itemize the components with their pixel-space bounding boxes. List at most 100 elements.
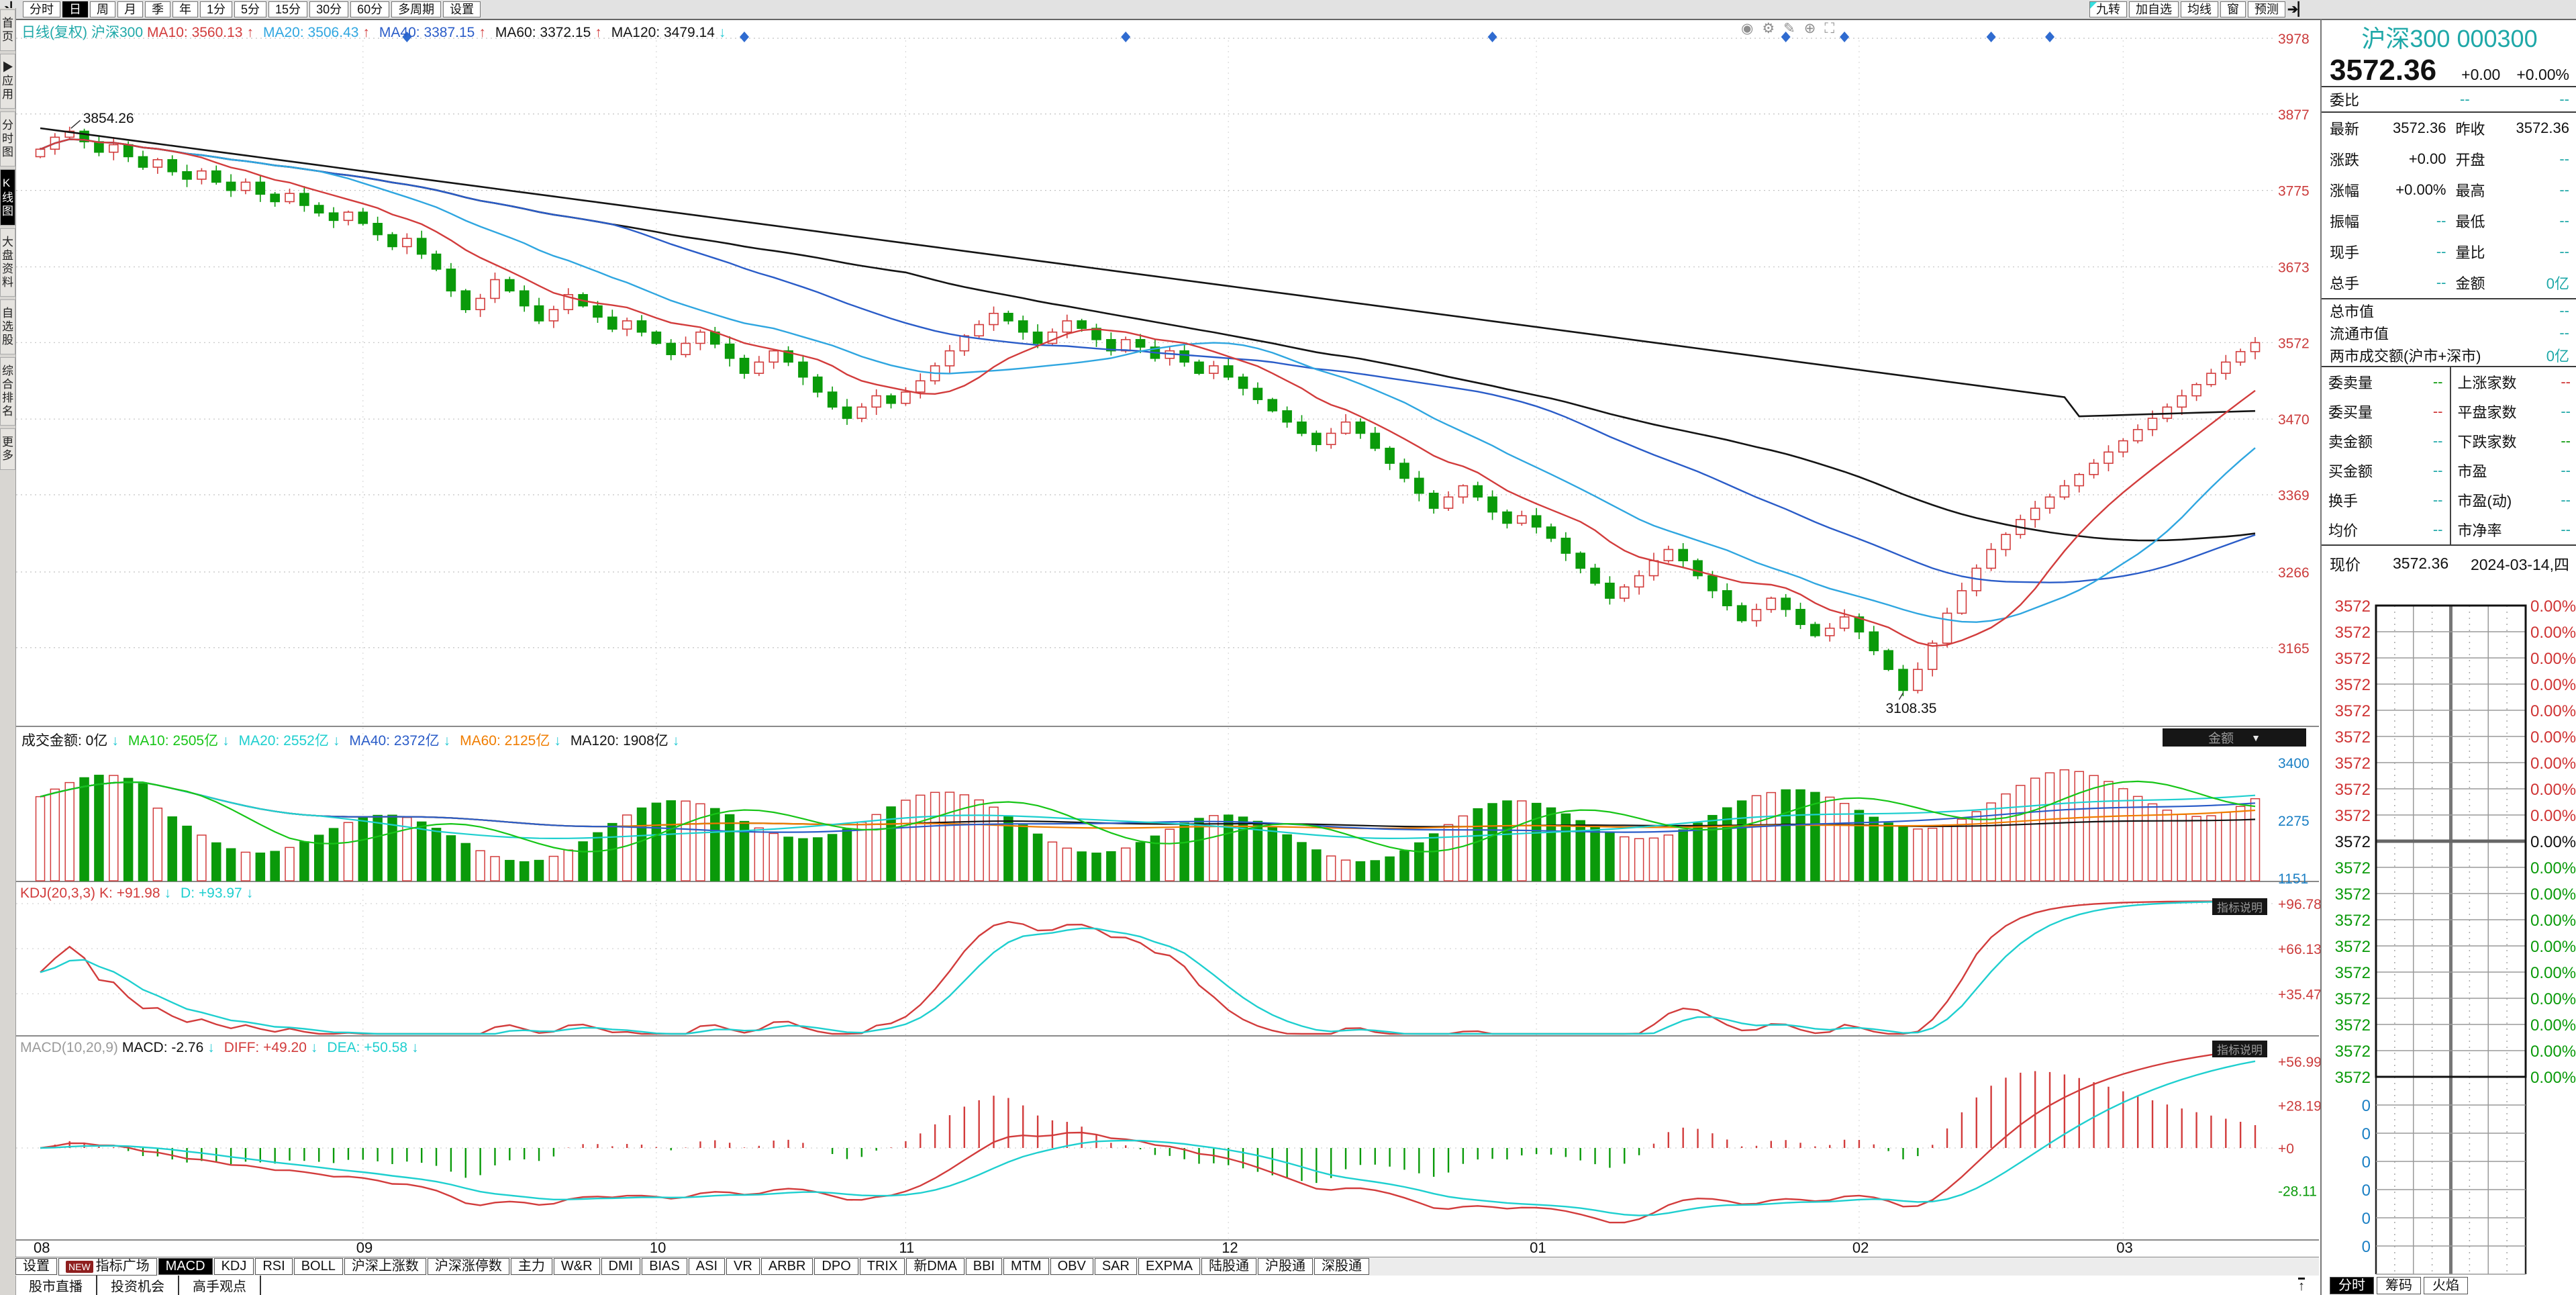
- period-button-日[interactable]: 日: [62, 1, 88, 17]
- indicator-tab-MTM[interactable]: MTM: [1003, 1258, 1049, 1275]
- quote-row: 最新 3572.36 昨收 3572.36: [2322, 113, 2576, 144]
- indicator-tab-VR[interactable]: VR: [726, 1258, 760, 1275]
- quote-row: 振幅 -- 最低 --: [2322, 205, 2576, 236]
- indicator-settings-button[interactable]: 设置: [15, 1258, 57, 1275]
- period-button-季[interactable]: 季: [145, 1, 170, 17]
- svg-text:3978: 3978: [2278, 32, 2310, 47]
- indicator-tab-KDJ[interactable]: KDJ: [213, 1258, 254, 1275]
- toolbar-button-九转[interactable]: 九转: [2089, 1, 2127, 17]
- svg-text:0.00%: 0.00%: [2530, 964, 2576, 982]
- indicator-tab-W&R[interactable]: W&R: [553, 1258, 600, 1275]
- period-button-group: 分时日周月季年 1分 5分 15分 30分 60分 多周期 设置: [23, 1, 481, 17]
- volume-indicator-dropdown[interactable]: 金额 ▼: [2163, 728, 2306, 747]
- svg-text:3572: 3572: [2335, 964, 2371, 982]
- svg-text:0: 0: [2362, 1182, 2371, 1200]
- current-price-value: 3572.36: [2393, 554, 2449, 572]
- quote-value: --: [2561, 462, 2571, 479]
- toolbar-button-窗[interactable]: 窗: [2220, 1, 2246, 17]
- panel-tab-筹码[interactable]: 筹码: [2377, 1277, 2421, 1294]
- period-button-15分[interactable]: 15分: [268, 1, 308, 17]
- sidebar-item-应用[interactable]: ▶应用: [0, 54, 15, 109]
- sidebar-item-综合排名[interactable]: 综合排名: [0, 357, 15, 426]
- fullscreen-icon[interactable]: ⛶: [1824, 21, 1835, 36]
- divider: [2322, 298, 2576, 299]
- indicator-tab-深股通[interactable]: 深股通: [1314, 1258, 1369, 1275]
- trend-arrow-icon: ↑: [595, 25, 602, 40]
- collapse-right-icon[interactable]: ➔▏: [2287, 2, 2308, 17]
- indicator-tab-TRIX[interactable]: TRIX: [859, 1258, 905, 1275]
- period-button-30分[interactable]: 30分: [309, 1, 349, 17]
- indicator-tab-SAR[interactable]: SAR: [1094, 1258, 1137, 1275]
- indicator-tab-DMI[interactable]: DMI: [601, 1258, 641, 1275]
- pair-cell: 市盈(动) --: [2449, 485, 2576, 515]
- current-price-label: 现价: [2330, 556, 2361, 573]
- macd-info-badge[interactable]: 指标说明: [2212, 1041, 2267, 1057]
- sidebar-item-K线图[interactable]: K线图: [0, 169, 15, 226]
- sidebar-item-大盘资料[interactable]: 大盘资料: [0, 228, 15, 297]
- panel-tab-火焰[interactable]: 火焰: [2424, 1277, 2468, 1294]
- kline-ma-label: MA60: 3372.15: [495, 25, 591, 40]
- quote-wide-row: 两市成交额(沪市+深市) 0亿: [2322, 344, 2576, 366]
- indicator-plaza-tab[interactable]: NEW 指标广场: [58, 1257, 157, 1276]
- quote-value: +0.00%: [2395, 181, 2446, 198]
- svg-text:0.00%: 0.00%: [2530, 624, 2576, 642]
- draw-icon[interactable]: ✎: [1783, 21, 1795, 36]
- indicator-tab-OBV[interactable]: OBV: [1050, 1258, 1093, 1275]
- period-button-1分[interactable]: 1分: [200, 1, 233, 17]
- sidebar-item-分时图[interactable]: 分时图: [0, 111, 15, 166]
- panel-tab-分时[interactable]: 分时: [2330, 1277, 2374, 1294]
- svg-text:3108.35: 3108.35: [1885, 701, 1936, 716]
- period-button-设置[interactable]: 设置: [443, 1, 481, 17]
- indicator-tab-新DMA[interactable]: 新DMA: [906, 1258, 964, 1275]
- sidebar-item-更多[interactable]: 更多: [0, 428, 15, 470]
- indicator-tab-RSI[interactable]: RSI: [255, 1258, 293, 1275]
- svg-text:3266: 3266: [2278, 565, 2310, 581]
- chevron-down-icon: ▼: [2251, 732, 2261, 743]
- indicator-tab-BIAS[interactable]: BIAS: [642, 1258, 687, 1275]
- indicator-tab-ASI[interactable]: ASI: [688, 1258, 726, 1275]
- divider: [2322, 366, 2576, 367]
- svg-text:12: 12: [1222, 1239, 1238, 1256]
- indicator-tab-沪深上涨数[interactable]: 沪深上涨数: [344, 1258, 426, 1275]
- indicator-tab-陆股通[interactable]: 陆股通: [1201, 1258, 1256, 1275]
- toolbar-button-加自选[interactable]: 加自选: [2129, 1, 2179, 17]
- sidebar-item-首页[interactable]: 首页: [0, 9, 15, 51]
- gear-icon[interactable]: ⚙: [1762, 21, 1775, 36]
- svg-text:+28.19: +28.19: [2278, 1098, 2322, 1114]
- indicator-tab-沪深涨停数[interactable]: 沪深涨停数: [427, 1258, 509, 1275]
- collapse-up-icon[interactable]: ↑: [2298, 1278, 2305, 1294]
- bottom-link-高手观点[interactable]: 高手观点: [179, 1275, 261, 1295]
- period-button-月[interactable]: 月: [117, 1, 143, 17]
- period-button-分时[interactable]: 分时: [23, 1, 60, 17]
- indicator-tab-MACD[interactable]: MACD: [158, 1258, 213, 1275]
- kdj-info-badge[interactable]: 指标说明: [2212, 898, 2267, 915]
- period-button-年[interactable]: 年: [172, 1, 198, 17]
- weibi-value: --: [2460, 91, 2470, 107]
- svg-text:0.00%: 0.00%: [2530, 859, 2576, 877]
- period-button-5分[interactable]: 5分: [234, 1, 267, 17]
- indicator-tab-主力[interactable]: 主力: [510, 1258, 552, 1275]
- period-button-60分[interactable]: 60分: [350, 1, 390, 17]
- trend-arrow-icon: ↓: [207, 1040, 215, 1055]
- current-date: 2024-03-14,四: [2470, 556, 2569, 573]
- indicator-tab-BOLL[interactable]: BOLL: [293, 1258, 343, 1275]
- quote-value: --: [2559, 301, 2569, 319]
- toolbar-button-均线[interactable]: 均线: [2181, 1, 2218, 17]
- sidebar-item-自选股[interactable]: 自选股: [0, 299, 15, 354]
- bottom-link-股市直播[interactable]: 股市直播: [15, 1275, 97, 1295]
- indicator-tab-沪股通[interactable]: 沪股通: [1257, 1258, 1313, 1275]
- indicator-tab-DPO[interactable]: DPO: [814, 1258, 858, 1275]
- toolbar-button-预测[interactable]: 预测: [2248, 1, 2285, 17]
- svg-text:0.00%: 0.00%: [2530, 912, 2576, 930]
- indicator-tab-ARBR[interactable]: ARBR: [760, 1258, 813, 1275]
- period-button-周[interactable]: 周: [90, 1, 115, 17]
- svg-text:3572: 3572: [2335, 702, 2371, 720]
- quote-value: --: [2432, 373, 2443, 390]
- bottom-link-投资机会[interactable]: 投资机会: [97, 1275, 179, 1295]
- indicator-tab-BBI[interactable]: BBI: [965, 1258, 1003, 1275]
- zoom-in-icon[interactable]: ⊕: [1803, 21, 1816, 36]
- eye-icon[interactable]: ◉: [1741, 21, 1754, 36]
- indicator-tab-EXPMA[interactable]: EXPMA: [1138, 1258, 1200, 1275]
- quote-value: --: [2432, 432, 2443, 449]
- period-button-多周期[interactable]: 多周期: [391, 1, 442, 17]
